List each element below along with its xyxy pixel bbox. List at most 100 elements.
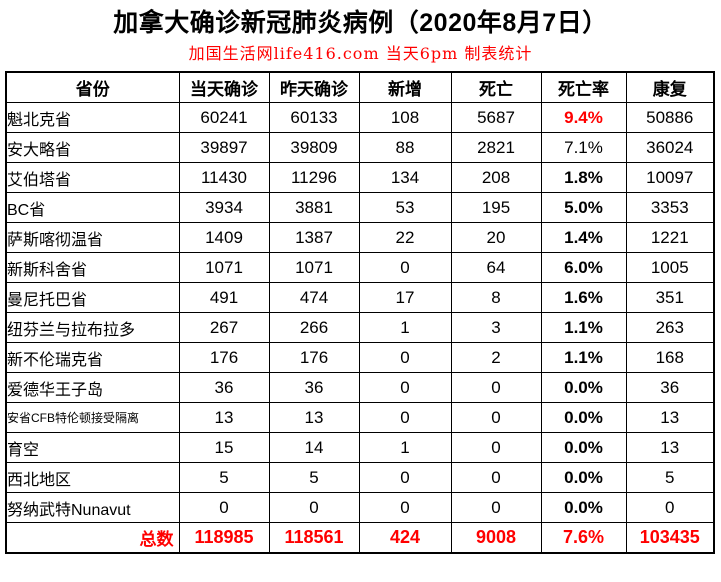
- cell-today: 11430: [178, 162, 270, 193]
- header-yesterday-confirmed: 昨天确诊: [268, 71, 360, 103]
- cell-yesterday: 0: [268, 492, 360, 523]
- cell-yesterday: 1387: [268, 222, 360, 253]
- cell-deaths: 2821: [450, 132, 542, 163]
- table-row: 安省CFB特伦顿接受隔离 13 13 0 0 0.0% 13: [5, 402, 715, 433]
- cell-today: 267: [178, 312, 270, 343]
- header-recovered: 康复: [625, 71, 715, 103]
- header-deaths: 死亡: [450, 71, 542, 103]
- cell-new: 0: [358, 462, 452, 493]
- cell-death-rate: 5.0%: [540, 192, 627, 223]
- cell-total-label: 总数: [5, 522, 180, 554]
- cell-deaths: 208: [450, 162, 542, 193]
- cell-recovered: 263: [625, 312, 715, 343]
- cell-recovered: 5: [625, 462, 715, 493]
- cell-recovered: 13: [625, 432, 715, 463]
- cell-province: 萨斯喀彻温省: [5, 222, 180, 253]
- cell-today: 3934: [178, 192, 270, 223]
- cell-death-rate: 1.1%: [540, 312, 627, 343]
- cell-province: BC省: [5, 192, 180, 223]
- cell-deaths: 8: [450, 282, 542, 313]
- cell-total-new: 424: [358, 522, 452, 554]
- cell-new: 1: [358, 432, 452, 463]
- table-row: 努纳武特Nunavut 0 0 0 0 0.0% 0: [5, 492, 715, 523]
- cell-total-today: 118985: [178, 522, 270, 554]
- cell-today: 0: [178, 492, 270, 523]
- cell-today: 5: [178, 462, 270, 493]
- cell-new: 108: [358, 102, 452, 133]
- cell-recovered: 10097: [625, 162, 715, 193]
- cell-deaths: 20: [450, 222, 542, 253]
- cell-recovered: 50886: [625, 102, 715, 133]
- cell-death-rate: 0.0%: [540, 402, 627, 433]
- cell-deaths: 5687: [450, 102, 542, 133]
- cell-today: 60241: [178, 102, 270, 133]
- cell-recovered: 3353: [625, 192, 715, 223]
- table-row: 新斯科舍省 1071 1071 0 64 6.0% 1005: [5, 252, 715, 283]
- table-row: BC省 3934 3881 53 195 5.0% 3353: [5, 192, 715, 223]
- cell-new: 0: [358, 372, 452, 403]
- cell-death-rate: 0.0%: [540, 462, 627, 493]
- header-row: 省份 当天确诊 昨天确诊 新增 死亡 死亡率 康复: [5, 71, 715, 103]
- cell-deaths: 0: [450, 402, 542, 433]
- cell-death-rate: 1.6%: [540, 282, 627, 313]
- cell-province: 安大略省: [5, 132, 180, 163]
- cell-province: 爱德华王子岛: [5, 372, 180, 403]
- cell-recovered: 36024: [625, 132, 715, 163]
- cell-yesterday: 5: [268, 462, 360, 493]
- cell-today: 13: [178, 402, 270, 433]
- page-title: 加拿大确诊新冠肺炎病例（2020年8月7日）: [113, 9, 608, 37]
- cell-new: 0: [358, 342, 452, 373]
- cell-yesterday: 266: [268, 312, 360, 343]
- cell-province: 努纳武特Nunavut: [5, 492, 180, 523]
- table-row: 育空 15 14 1 0 0.0% 13: [5, 432, 715, 463]
- cell-total-death-rate: 7.6%: [540, 522, 627, 554]
- cell-deaths: 0: [450, 462, 542, 493]
- cell-deaths: 3: [450, 312, 542, 343]
- cell-yesterday: 3881: [268, 192, 360, 223]
- cell-recovered: 13: [625, 402, 715, 433]
- cell-total-recovered: 103435: [625, 522, 715, 554]
- cell-province: 魁北克省: [5, 102, 180, 133]
- cell-today: 491: [178, 282, 270, 313]
- cell-province: 纽芬兰与拉布拉多: [5, 312, 180, 343]
- table-row: 曼尼托巴省 491 474 17 8 1.6% 351: [5, 282, 715, 313]
- table-row: 西北地区 5 5 0 0 0.0% 5: [5, 462, 715, 493]
- cell-yesterday: 60133: [268, 102, 360, 133]
- table-row: 艾伯塔省 11430 11296 134 208 1.8% 10097: [5, 162, 715, 193]
- cell-today: 176: [178, 342, 270, 373]
- cell-recovered: 1005: [625, 252, 715, 283]
- cell-recovered: 1221: [625, 222, 715, 253]
- cell-deaths: 2: [450, 342, 542, 373]
- cell-province: 育空: [5, 432, 180, 463]
- cell-province: 安省CFB特伦顿接受隔离: [5, 402, 180, 433]
- cell-total-yesterday: 118561: [268, 522, 360, 554]
- cell-province: 西北地区: [5, 462, 180, 493]
- cell-deaths: 195: [450, 192, 542, 223]
- cell-recovered: 36: [625, 372, 715, 403]
- header-province: 省份: [5, 71, 180, 103]
- table-row: 魁北克省 60241 60133 108 5687 9.4% 50886: [5, 102, 715, 133]
- cell-new: 22: [358, 222, 452, 253]
- cell-recovered: 168: [625, 342, 715, 373]
- cell-deaths: 0: [450, 372, 542, 403]
- table-row: 爱德华王子岛 36 36 0 0 0.0% 36: [5, 372, 715, 403]
- cell-yesterday: 1071: [268, 252, 360, 283]
- table-row: 新不伦瑞克省 176 176 0 2 1.1% 168: [5, 342, 715, 373]
- page-subtitle: 加国生活网life416.com 当天6pm 制表统计: [188, 44, 533, 63]
- table-row: 萨斯喀彻温省 1409 1387 22 20 1.4% 1221: [5, 222, 715, 253]
- cell-new: 0: [358, 492, 452, 523]
- cell-new: 0: [358, 402, 452, 433]
- cell-province: 曼尼托巴省: [5, 282, 180, 313]
- cell-new: 17: [358, 282, 452, 313]
- cell-today: 36: [178, 372, 270, 403]
- cell-deaths: 0: [450, 432, 542, 463]
- cell-yesterday: 176: [268, 342, 360, 373]
- cell-yesterday: 13: [268, 402, 360, 433]
- cell-new: 88: [358, 132, 452, 163]
- cell-new: 1: [358, 312, 452, 343]
- cell-yesterday: 474: [268, 282, 360, 313]
- cell-death-rate: 1.4%: [540, 222, 627, 253]
- cell-yesterday: 39809: [268, 132, 360, 163]
- cell-today: 15: [178, 432, 270, 463]
- cell-recovered: 0: [625, 492, 715, 523]
